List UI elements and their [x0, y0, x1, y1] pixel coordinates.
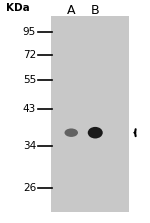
- Text: 72: 72: [23, 50, 36, 60]
- Text: A: A: [67, 4, 75, 17]
- Text: 55: 55: [23, 75, 36, 85]
- Text: 95: 95: [23, 27, 36, 37]
- Text: 26: 26: [23, 184, 36, 193]
- Ellipse shape: [64, 128, 78, 137]
- Bar: [51, 16, 129, 212]
- Text: 34: 34: [23, 141, 36, 151]
- Text: 43: 43: [23, 104, 36, 114]
- Text: KDa: KDa: [6, 3, 30, 13]
- Text: B: B: [91, 4, 100, 17]
- Ellipse shape: [88, 127, 103, 138]
